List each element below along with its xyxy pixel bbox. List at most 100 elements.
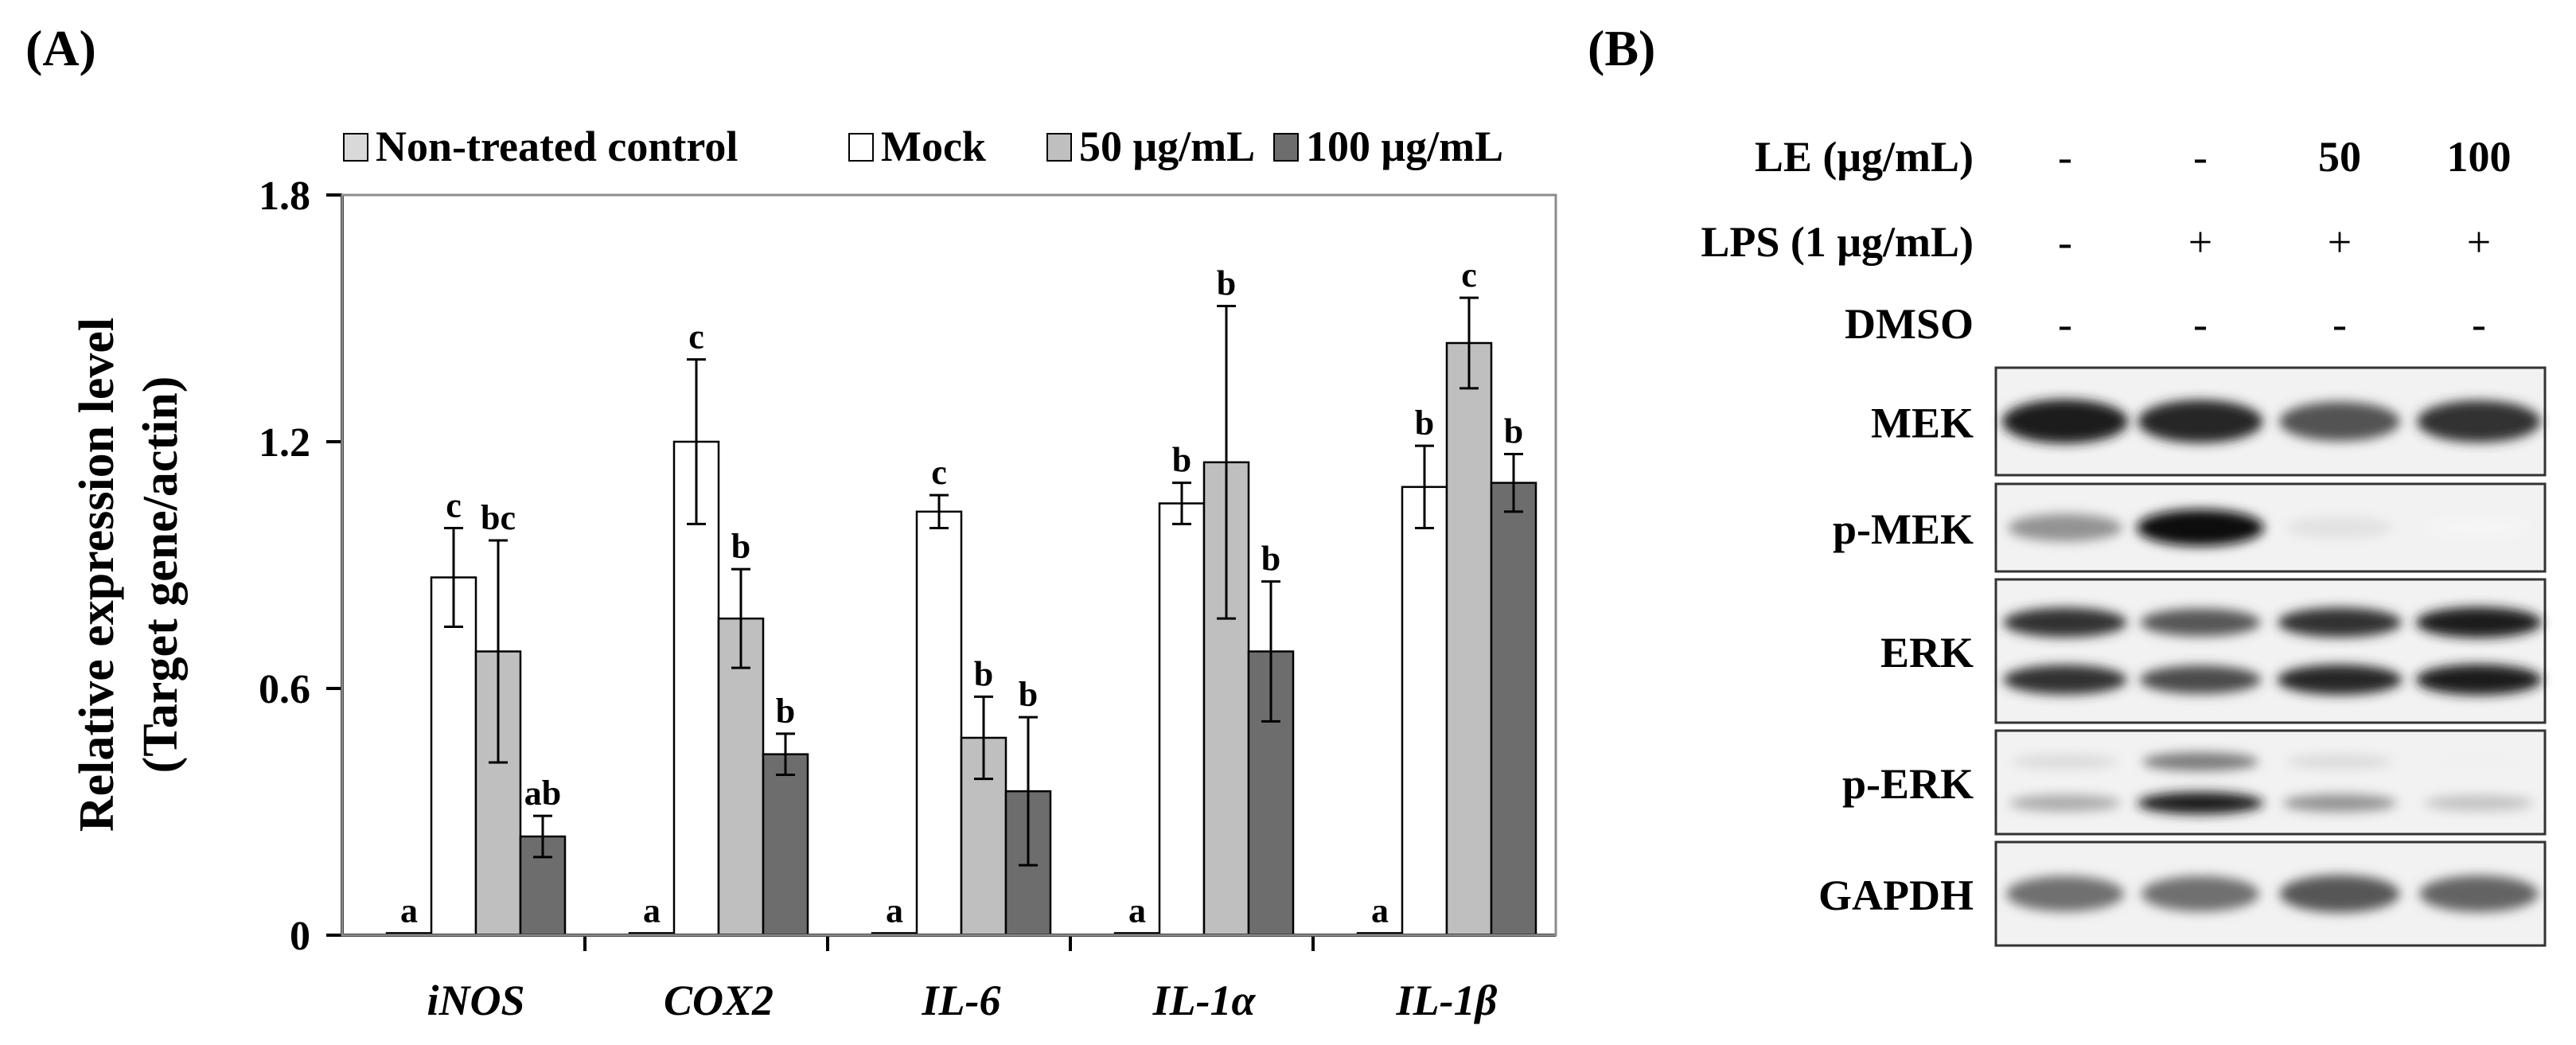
blot-band <box>2426 755 2531 769</box>
chart-legend: Non-treated control Mock 50 μg/mL 100 μg/mL <box>343 123 1503 170</box>
treatment-value: - <box>2193 133 2208 181</box>
blot-band <box>2139 665 2262 694</box>
significance-letter: b <box>731 527 750 566</box>
significance-letter: a <box>400 891 418 930</box>
panel-a-label: (A) <box>25 20 96 76</box>
legend-label: 100 μg/mL <box>1306 123 1503 170</box>
treatment-value: - <box>2058 133 2072 181</box>
legend-label: Mock <box>881 123 986 170</box>
treatment-value: - <box>2472 300 2486 348</box>
treatment-value: + <box>2188 218 2212 266</box>
blot-panel <box>1994 729 2547 836</box>
bar <box>915 510 963 937</box>
plot-frame <box>341 193 1557 937</box>
blot-band <box>2426 517 2531 539</box>
treatment-label: LPS (1 μg/mL) <box>1701 218 1974 266</box>
panel-b-label: (B) <box>1588 20 1655 76</box>
blot-band <box>2001 399 2129 444</box>
blot-band <box>2003 665 2127 695</box>
blot-band <box>2009 794 2122 812</box>
significance-letter: a <box>886 891 903 930</box>
legend-swatch <box>1273 133 1299 162</box>
legend-label: Non-treated control <box>376 123 738 170</box>
significance-letter: ab <box>524 774 561 813</box>
x-tick-label: IL-6 <box>922 977 1001 1024</box>
y-axis: 0 0.6 1.2 1.8 <box>259 174 344 959</box>
significance-letter: c <box>446 486 462 525</box>
blot-band <box>2286 517 2393 539</box>
blot-band <box>2282 793 2397 813</box>
blot-band <box>2141 752 2259 771</box>
y-tick-label: 1.8 <box>259 174 310 219</box>
significance-letter: c <box>931 453 947 492</box>
bar <box>762 753 809 937</box>
significance-letter: b <box>1172 441 1191 480</box>
y-axis-label-line2: (Target gene/actin) <box>134 376 188 774</box>
bar <box>1445 341 1493 937</box>
treatment-value: - <box>2332 300 2347 348</box>
bar <box>1490 482 1537 937</box>
treatment-value: - <box>2193 300 2208 348</box>
x-tick-label: IL-1β <box>1396 977 1498 1024</box>
significance-letter: b <box>1415 404 1434 443</box>
blot-band <box>2415 606 2543 638</box>
blot-label: p-MEK <box>1833 505 1974 553</box>
blot-label: GAPDH <box>1818 871 1974 919</box>
treatment-table: LE (μg/mL) - - 50 100 LPS (1 μg/mL) - + + + DMSO - -… <box>1701 133 2511 348</box>
significance-letter: b <box>1504 412 1523 451</box>
bar <box>1401 485 1448 937</box>
y-axis-label: Relative expression level <box>70 318 124 832</box>
significance-letter: b <box>776 692 795 731</box>
significance-letter: c <box>688 318 704 357</box>
blot-rows: MEK p-MEK ERK p-ERK GAPDH <box>1818 366 2547 947</box>
blot-label: MEK <box>1871 400 1974 447</box>
blot-band <box>2279 401 2400 442</box>
blot-band <box>2003 607 2127 638</box>
x-tick-label: IL-1α <box>1152 977 1257 1024</box>
treatment-label: LE (μg/mL) <box>1755 133 1974 181</box>
blot-band <box>2137 791 2264 815</box>
blot-panel <box>1994 578 2547 724</box>
blot-band <box>2277 664 2403 696</box>
blot-band <box>2141 875 2259 912</box>
significance-letter: b <box>1019 675 1038 714</box>
blot-band <box>2138 400 2263 443</box>
legend-swatch <box>848 133 874 162</box>
blot-band <box>2278 607 2402 638</box>
blot-band <box>2006 875 2124 912</box>
y-tick-label: 0 <box>290 914 310 959</box>
blot-band <box>2419 875 2539 913</box>
blot-band <box>2137 509 2264 547</box>
treatment-value: + <box>2328 218 2352 266</box>
bar <box>717 617 765 937</box>
blot-band <box>2279 875 2400 913</box>
significance-letter: a <box>643 891 661 930</box>
bar <box>430 576 477 937</box>
treatment-value: 100 <box>2447 133 2512 181</box>
significance-letter: c <box>1461 255 1477 294</box>
x-tick-label: iNOS <box>427 977 524 1024</box>
legend-label: 50 μg/mL <box>1079 123 1255 170</box>
treatment-value: 50 <box>2318 133 2361 181</box>
significance-letter: b <box>1261 540 1280 579</box>
blot-band <box>2417 400 2541 443</box>
bar-chart: Non-treated control Mock 50 μg/mL 100 μg/mL… <box>70 123 1557 1024</box>
blot-band <box>2008 513 2122 542</box>
blot-band <box>2415 664 2543 696</box>
treatment-value: - <box>2058 218 2072 266</box>
significance-letter: b <box>974 654 993 693</box>
significance-letter: b <box>1217 264 1236 303</box>
treatment-value: + <box>2467 218 2491 266</box>
western-blot: LE (μg/mL) - - 50 100 LPS (1 μg/mL) - + + + DMSO - -… <box>1701 133 2547 947</box>
legend-swatch <box>1046 133 1072 162</box>
blot-band <box>2424 794 2534 812</box>
bar <box>1158 502 1206 937</box>
blot-band <box>2011 754 2119 770</box>
x-tick-label: COX2 <box>664 977 774 1024</box>
y-tick-label: 1.2 <box>259 420 310 466</box>
x-axis: iNOS COX2 IL-6 IL-1α IL-1β <box>342 934 1556 1024</box>
legend-swatch <box>343 133 368 162</box>
